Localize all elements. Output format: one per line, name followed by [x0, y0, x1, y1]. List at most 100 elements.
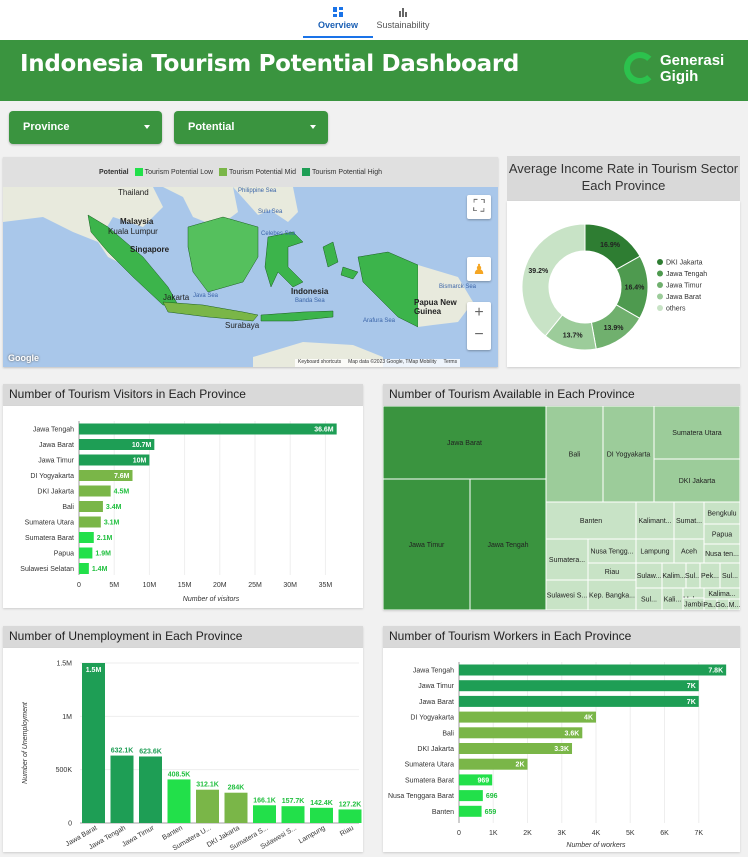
- province-shape[interactable]: [260, 310, 334, 322]
- x-tick-label: 0: [457, 830, 461, 837]
- treemap-cell: [602, 405, 655, 503]
- y-tick-label: 0: [68, 821, 72, 828]
- bar-value-label: 284K: [228, 785, 245, 792]
- treemap-label: Jambi: [684, 602, 703, 609]
- y-tick-label: DI Yogyakarta: [30, 473, 74, 480]
- tab-sustainability-label: Sustainability: [376, 20, 430, 30]
- bar-value-label: 3.6K: [565, 730, 580, 737]
- available-panel-title: Number of Tourism Available in Each Prov…: [383, 384, 740, 406]
- bar-chart-icon: [399, 8, 407, 17]
- treemap-label: Riau: [605, 569, 620, 576]
- bar: [459, 664, 727, 676]
- map-label: Surabaya: [225, 321, 260, 330]
- terms-link[interactable]: Terms: [443, 359, 458, 365]
- legend-swatch: [657, 259, 663, 265]
- map-canvas[interactable]: Thailand Malaysia Kuala Lumpur Singapore…: [3, 187, 498, 367]
- y-tick-label: Jawa Barat: [39, 442, 74, 449]
- legend-item-low: Tourism Potential Low: [134, 168, 214, 176]
- province-shape[interactable]: [162, 301, 259, 322]
- workers-chart: 0 1K 2K 3K 4K 5K 6K 7K Jawa Tengah 7.8K Jawa Timur…: [388, 662, 727, 849]
- bar: [459, 695, 699, 707]
- province-shape[interactable]: [357, 251, 419, 328]
- treemap-cell: [635, 562, 663, 589]
- bar: [459, 727, 583, 739]
- fullscreen-button[interactable]: ⛶: [467, 195, 491, 219]
- tab-sustainability[interactable]: Sustainability: [368, 4, 438, 38]
- bar-value-label: 36.6M: [314, 427, 334, 434]
- bar-value-label: 4K: [584, 715, 593, 722]
- bar-value-label: 3.3K: [554, 746, 569, 753]
- y-tick-label: 500K: [56, 767, 73, 774]
- page-title: Indonesia Tourism Potential Dashboard: [20, 51, 520, 77]
- zoom-out-button[interactable]: −: [467, 324, 491, 346]
- treemap-label: Jawa Tengah: [487, 542, 528, 549]
- potential-dropdown[interactable]: Potential: [174, 111, 328, 144]
- bar-value-label: 7K: [687, 683, 696, 690]
- legend-swatch: [657, 293, 663, 300]
- treemap-label: Pa...: [703, 602, 717, 609]
- bar-value-label: 659: [485, 809, 497, 816]
- treemap-label: Go...: [715, 602, 730, 609]
- top-nav: [0, 0, 748, 40]
- bar: [79, 547, 93, 559]
- bar: [79, 501, 103, 512]
- bar-value-label: 10M: [133, 458, 147, 465]
- keyboard-shortcuts-link[interactable]: Keyboard shortcuts: [298, 359, 342, 365]
- y-tick-label: Jawa Tengah: [33, 427, 74, 434]
- y-tick-label: Jawa Timur: [38, 458, 74, 465]
- bar-value-label: 2.1M: [97, 535, 113, 542]
- treemap-cell: [673, 501, 705, 540]
- x-tick-label: 3K: [557, 830, 566, 837]
- bar: [79, 516, 101, 528]
- minus-icon: −: [474, 326, 484, 343]
- legend-swatch: [134, 168, 143, 176]
- y-tick-label: Papua: [54, 551, 74, 558]
- y-tick-label: Sumatera Utara: [25, 520, 75, 527]
- y-tick-label: Jawa Tengah: [413, 668, 454, 675]
- treemap-label: Sumatera...: [549, 557, 585, 564]
- workers-panel: 0 1K 2K 3K 4K 5K 6K 7K Jawa Tengah 7.8K Jawa Timur…: [383, 648, 740, 852]
- plus-icon: +: [474, 304, 484, 321]
- visitors-chart: 0 5M 10M 15M 20M 25M 30M 35M Jawa Tengah 36.6M Jaw…: [20, 421, 337, 603]
- bar: [79, 563, 89, 574]
- treemap-label: DKI Jakarta: [679, 478, 716, 485]
- legend-label: Jawa Barat: [666, 294, 701, 301]
- caret-down-icon: [310, 125, 316, 129]
- map-label: Kuala Lumpur: [108, 227, 158, 236]
- province-shape[interactable]: [322, 241, 359, 280]
- treemap-label: Papua: [712, 532, 732, 539]
- bar: [459, 711, 596, 723]
- x-axis-title: Number of workers: [566, 842, 626, 849]
- land-shape: [268, 187, 298, 222]
- bar: [79, 423, 337, 435]
- bar-value-label: 1.5M: [86, 667, 102, 674]
- map-data-text: Map data ©2023 Google, TMap Mobility: [348, 359, 437, 365]
- tab-overview-label: Overview: [317, 20, 359, 30]
- y-tick-label: Sumatera Barat: [405, 777, 454, 784]
- bar-value-label: 10.7M: [132, 442, 152, 449]
- treemap-cell: [469, 478, 547, 611]
- bar-value-label: 1.9M: [95, 551, 111, 558]
- treemap-label: Bali: [569, 452, 581, 459]
- legend-label: others: [666, 306, 686, 313]
- tab-overview[interactable]: Overview: [303, 4, 373, 38]
- legend-label: Tourism Potential Low: [144, 168, 214, 176]
- sea-label: Java Sea: [193, 293, 219, 299]
- y-tick-label: Bali: [442, 730, 454, 737]
- x-tick-label: 20M: [213, 582, 227, 589]
- treemap-label: Sul...: [641, 597, 657, 604]
- bar: [167, 779, 191, 823]
- province-shape[interactable]: [264, 231, 304, 288]
- y-tick-label: Banten: [432, 809, 454, 816]
- street-view-button[interactable]: ♟: [467, 257, 491, 281]
- treemap-label: Sul...: [722, 573, 738, 580]
- legend-swatch: [301, 168, 310, 176]
- map-label: Papua New Guinea: [414, 298, 457, 316]
- x-tick-label: 1K: [489, 830, 498, 837]
- bar-value-label: 1.4M: [92, 566, 108, 573]
- province-shape[interactable]: [187, 216, 259, 293]
- province-dropdown[interactable]: Province: [9, 111, 162, 144]
- bar-value-label: 969: [478, 777, 490, 784]
- bar-value-label: 7.8K: [708, 668, 723, 675]
- zoom-in-button[interactable]: +: [467, 302, 491, 324]
